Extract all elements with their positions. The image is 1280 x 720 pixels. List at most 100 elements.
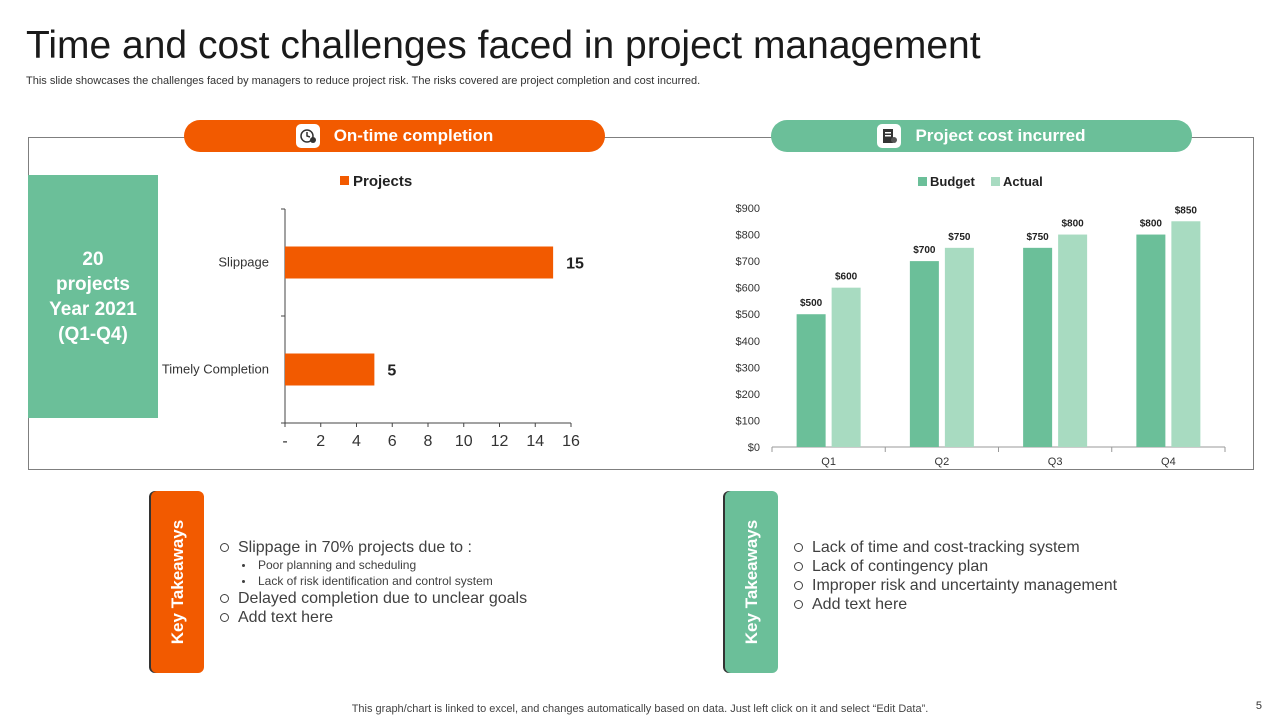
takeaway-item: Lack of time and cost-tracking system bbox=[794, 538, 1117, 557]
on-time-completion-header: On-time completion bbox=[184, 120, 605, 152]
legend-label-budget: Budget bbox=[930, 174, 975, 189]
x-tick-label: 6 bbox=[388, 433, 397, 450]
x-tick-label: - bbox=[282, 433, 287, 450]
bar-data-label: $600 bbox=[835, 272, 858, 283]
page-subtitle: This slide showcases the challenges face… bbox=[26, 75, 701, 87]
x-category-label: Q4 bbox=[1161, 456, 1176, 468]
bar-budget-q1 bbox=[796, 314, 826, 447]
circle-bullet-icon bbox=[220, 543, 229, 552]
footer-note: This graph/chart is linked to excel, and… bbox=[351, 703, 929, 715]
takeaway-text: Delayed completion due to unclear goals bbox=[238, 589, 528, 607]
takeaway-text: Add text here bbox=[238, 608, 334, 626]
page-number: 5 bbox=[1255, 700, 1262, 712]
bar-data-label: $700 bbox=[913, 245, 936, 256]
takeaway-subitem: Poor planning and scheduling bbox=[220, 557, 527, 573]
takeaway-item: Add text here bbox=[220, 608, 527, 627]
takeaway-text: Lack of time and cost-tracking system bbox=[812, 538, 1080, 556]
dot-bullet-icon bbox=[242, 563, 245, 567]
takeaway-subitem-text: Poor planning and scheduling bbox=[258, 558, 417, 572]
bar-data-label: $750 bbox=[1027, 232, 1050, 243]
takeaways-list-right: Lack of time and cost-tracking system Lac… bbox=[794, 538, 1117, 614]
bar-data-label: $800 bbox=[1140, 219, 1163, 230]
page-title: Time and cost challenges faced in projec… bbox=[26, 24, 981, 67]
y-tick-label: $500 bbox=[736, 309, 760, 321]
takeaway-item: Lack of contingency plan bbox=[794, 557, 1117, 576]
circle-bullet-icon bbox=[794, 600, 803, 609]
bar-budget-q3 bbox=[1023, 247, 1053, 447]
invoice-icon bbox=[877, 124, 902, 148]
bar-actual-q3 bbox=[1058, 234, 1088, 447]
circle-bullet-icon bbox=[794, 581, 803, 590]
takeaway-text: Slippage in 70% projects due to : bbox=[238, 538, 472, 556]
bar-budget-q2 bbox=[909, 261, 939, 447]
legend-label-projects: Projects bbox=[353, 173, 412, 190]
bar-budget-q4 bbox=[1136, 234, 1166, 447]
takeaway-item: Improper risk and uncertainty management bbox=[794, 576, 1117, 595]
y-category-label: Timely Completion bbox=[162, 362, 269, 377]
y-tick-label: $700 bbox=[736, 256, 760, 268]
x-tick-label: 10 bbox=[455, 433, 473, 450]
key-takeaways-tab-right: Key Takeaways bbox=[725, 491, 778, 673]
bar-actual-q4 bbox=[1171, 221, 1201, 447]
project-cost-label: Project cost incurred bbox=[915, 126, 1086, 145]
takeaway-item: Slippage in 70% projects due to : bbox=[220, 538, 527, 557]
x-category-label: Q3 bbox=[1048, 456, 1063, 468]
on-time-completion-label: On-time completion bbox=[333, 126, 494, 145]
project-cost-header: Project cost incurred bbox=[771, 120, 1192, 152]
summary-line-2: projects bbox=[56, 273, 130, 295]
bar-slippage bbox=[285, 246, 554, 279]
x-tick-label: 12 bbox=[491, 433, 509, 450]
takeaway-subitem: Lack of risk identification and control … bbox=[220, 573, 527, 589]
legend-swatch-projects bbox=[340, 176, 349, 185]
legend-swatch-actual bbox=[991, 177, 1000, 186]
on-time-completion-chart: Projects - 2 4 6 8 10 12 14 16 Timely Completion 5 S… bbox=[162, 173, 584, 450]
takeaway-item: Delayed completion due to unclear goals bbox=[220, 589, 527, 608]
legend-swatch-budget bbox=[918, 177, 927, 186]
circle-bullet-icon bbox=[220, 613, 229, 622]
bar-value-label: 15 bbox=[566, 256, 584, 273]
bar-data-label: $500 bbox=[800, 298, 823, 309]
summary-line-1: 20 bbox=[82, 248, 104, 270]
dot-bullet-icon bbox=[242, 579, 245, 583]
takeaway-subitem-text: Lack of risk identification and control … bbox=[258, 574, 493, 588]
bar-timely-completion bbox=[285, 353, 375, 386]
x-tick-label: 16 bbox=[562, 433, 580, 450]
y-tick-label: $0 bbox=[748, 442, 760, 454]
y-tick-label: $400 bbox=[736, 336, 760, 348]
y-tick-label: $900 bbox=[736, 203, 760, 215]
x-category-label: Q2 bbox=[935, 456, 950, 468]
y-tick-label: $300 bbox=[736, 362, 760, 374]
key-takeaways-tab-left: Key Takeaways bbox=[151, 491, 204, 673]
y-tick-label: $100 bbox=[736, 415, 760, 427]
circle-bullet-icon bbox=[794, 543, 803, 552]
y-category-label: Slippage bbox=[218, 255, 269, 270]
takeaway-text: Add text here bbox=[812, 595, 908, 613]
takeaways-list-left: Slippage in 70% projects due to : Poor pl… bbox=[220, 538, 527, 627]
summary-line-4: (Q1-Q4) bbox=[58, 323, 128, 345]
x-tick-label: 4 bbox=[352, 433, 361, 450]
legend-label-actual: Actual bbox=[1003, 174, 1043, 189]
takeaway-item: Add text here bbox=[794, 595, 1117, 614]
takeaway-text: Improper risk and uncertainty management bbox=[812, 576, 1118, 594]
bar-data-label: $750 bbox=[948, 232, 971, 243]
y-tick-label: $800 bbox=[736, 230, 760, 242]
x-tick-label: 2 bbox=[316, 433, 325, 450]
bar-data-label: $800 bbox=[1062, 219, 1085, 230]
bar-actual-q1 bbox=[831, 287, 861, 447]
project-cost-chart: Budget Actual $0 $100 $200 $300 $400 $500 $600 $7… bbox=[736, 174, 1226, 468]
x-tick-label: 14 bbox=[526, 433, 544, 450]
bar-value-label: 5 bbox=[387, 363, 396, 380]
circle-bullet-icon bbox=[220, 594, 229, 603]
y-tick-label: $600 bbox=[736, 283, 760, 295]
summary-line-3: Year 2021 bbox=[49, 298, 137, 320]
bar-data-label: $850 bbox=[1175, 205, 1198, 216]
x-category-label: Q1 bbox=[821, 456, 836, 468]
key-takeaways-label-right: Key Takeaways bbox=[741, 519, 761, 645]
y-tick-label: $200 bbox=[736, 389, 760, 401]
bar-actual-q2 bbox=[944, 247, 974, 447]
key-takeaways-label-left: Key Takeaways bbox=[167, 519, 187, 645]
x-tick-label: 8 bbox=[424, 433, 433, 450]
circle-bullet-icon bbox=[794, 562, 803, 571]
takeaway-text: Lack of contingency plan bbox=[812, 557, 989, 575]
clock-gear-icon bbox=[295, 124, 320, 148]
